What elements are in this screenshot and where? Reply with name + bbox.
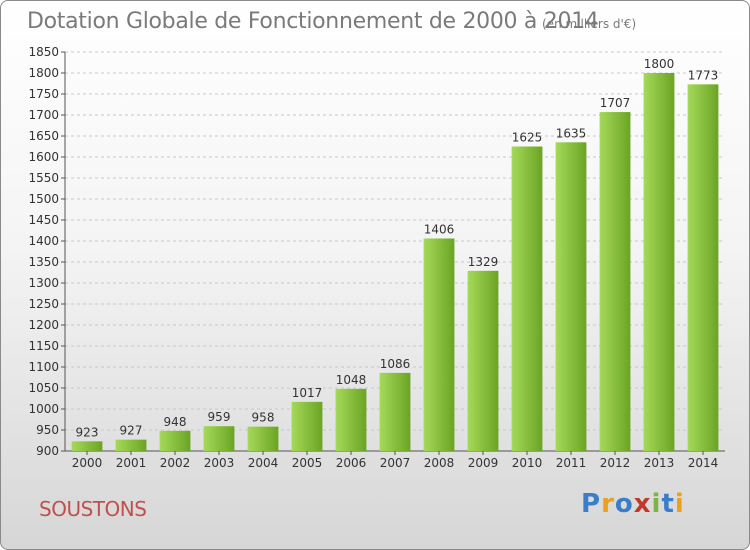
bar-2013 [643, 73, 675, 451]
value-label-2002: 948 [164, 415, 187, 429]
y-tick-label: 950 [36, 423, 59, 437]
x-tick-label-2006: 2006 [336, 456, 367, 470]
x-tick-label-2009: 2009 [468, 456, 499, 470]
y-tick-label: 1050 [28, 381, 59, 395]
value-label-2012: 1707 [600, 96, 631, 110]
y-tick-label: 1850 [28, 45, 59, 59]
y-tick-label: 1700 [28, 108, 59, 122]
x-tick-label-2000: 2000 [72, 456, 103, 470]
x-tick-label-2005: 2005 [292, 456, 323, 470]
value-label-2005: 1017 [292, 386, 323, 400]
proxiti-logo: Proxiti [581, 489, 685, 519]
value-label-2008: 1406 [424, 222, 455, 236]
x-tick-label-2001: 2001 [116, 456, 147, 470]
bar-2004 [247, 426, 279, 451]
x-tick-label-2008: 2008 [424, 456, 455, 470]
commune-name: SOUSTONS [39, 497, 147, 521]
bar-2003 [203, 426, 235, 451]
bar-2001 [115, 439, 147, 451]
x-tick-label-2012: 2012 [600, 456, 631, 470]
value-label-2013: 1800 [644, 57, 675, 71]
chart-unit: (en milliers d'€) [542, 17, 637, 31]
y-tick-label: 1800 [28, 66, 59, 80]
bar-2005 [291, 401, 323, 451]
value-label-2001: 927 [120, 424, 143, 438]
y-tick-label: 1600 [28, 150, 59, 164]
value-label-2006: 1048 [336, 373, 367, 387]
value-label-2011: 1635 [556, 126, 587, 140]
logo-letter: i [651, 489, 662, 519]
x-tick-label-2003: 2003 [204, 456, 235, 470]
value-label-2000: 923 [76, 425, 99, 439]
chart-title: Dotation Globale de Fonctionnement de 20… [27, 9, 599, 34]
bar-2014 [687, 84, 719, 451]
x-tick-label-2007: 2007 [380, 456, 411, 470]
bar-2012 [599, 112, 631, 451]
value-label-2007: 1086 [380, 357, 411, 371]
value-label-2004: 958 [252, 411, 275, 425]
x-tick-label-2014: 2014 [688, 456, 719, 470]
logo-letter: i [674, 489, 685, 519]
bars [71, 73, 719, 452]
x-tick-label-2010: 2010 [512, 456, 543, 470]
logo-letter: r [601, 489, 615, 519]
y-tick-label: 1250 [28, 297, 59, 311]
bar-2000 [71, 441, 103, 451]
y-tick-label: 1300 [28, 276, 59, 290]
y-tick-label: 1650 [28, 129, 59, 143]
y-tick-label: 1200 [28, 318, 59, 332]
bar-2008 [423, 238, 455, 451]
y-tick-label: 1450 [28, 213, 59, 227]
y-tick-label: 1000 [28, 402, 59, 416]
logo-letter: x [633, 489, 652, 519]
labels: 900 950 1000 1050 1100 1150 1200 1250 1300 1350 14… [28, 45, 718, 470]
x-tick-label-2013: 2013 [644, 456, 675, 470]
bar-2007 [379, 372, 411, 451]
y-tick-label: 1150 [28, 339, 59, 353]
y-tick-label: 1350 [28, 255, 59, 269]
bar-2009 [467, 270, 499, 451]
x-tick-label-2002: 2002 [160, 456, 191, 470]
value-label-2010: 1625 [512, 131, 543, 145]
value-label-2009: 1329 [468, 255, 499, 269]
bar-2002 [159, 430, 191, 451]
bar-2011 [555, 142, 587, 452]
logo-letter: t [661, 489, 675, 519]
value-label-2003: 959 [208, 410, 231, 424]
y-tick-label: 1400 [28, 234, 59, 248]
x-tick-label-2011: 2011 [556, 456, 587, 470]
logo-letter: o [614, 489, 634, 519]
y-tick-label: 900 [36, 444, 59, 458]
value-label-2014: 1773 [688, 68, 719, 82]
bar-2010 [511, 146, 543, 451]
y-tick-label: 1550 [28, 171, 59, 185]
y-tick-label: 1100 [28, 360, 59, 374]
y-tick-label: 1750 [28, 87, 59, 101]
logo-letter: P [581, 489, 602, 519]
x-tick-label-2004: 2004 [248, 456, 279, 470]
y-tick-label: 1500 [28, 192, 59, 206]
bar-2006 [335, 388, 367, 451]
